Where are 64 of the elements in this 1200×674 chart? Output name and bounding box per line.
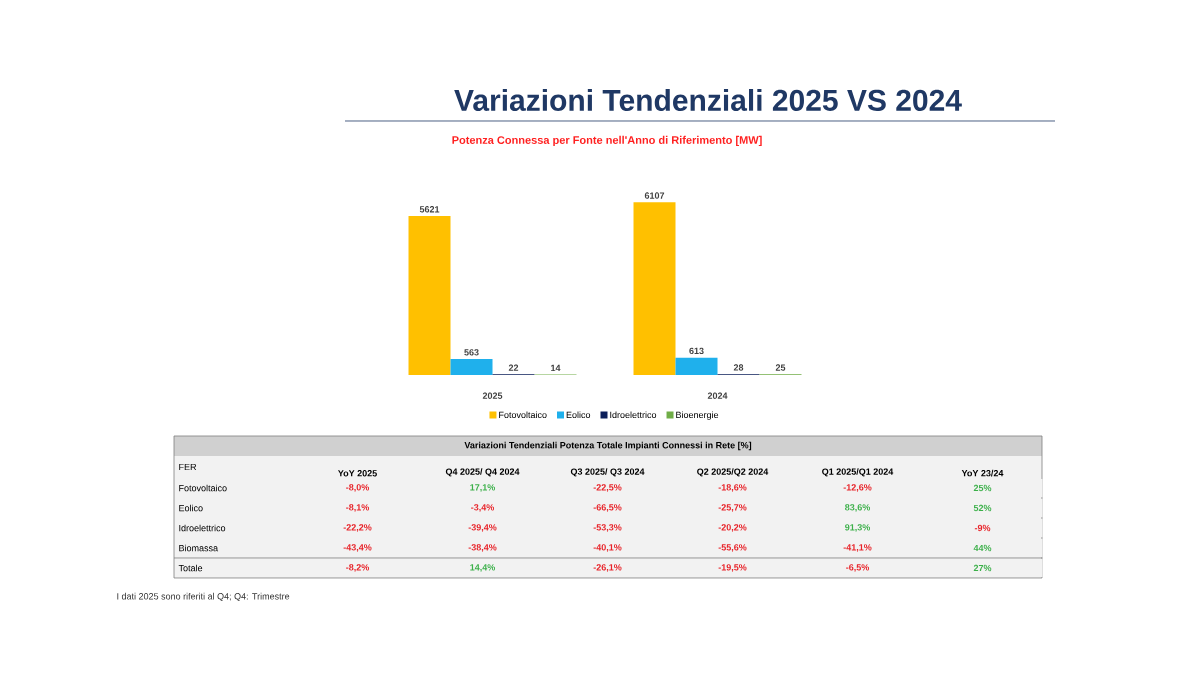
- data-label: 27%: [973, 564, 992, 572]
- data-label: 83,6%: [845, 504, 871, 512]
- legend-label: Fotovoltaico: [499, 411, 547, 419]
- data-label: -41,1%: [843, 544, 872, 552]
- data-label: -66,5%: [593, 504, 622, 512]
- data-label: -20,2%: [718, 524, 747, 532]
- data-label: -8,1%: [346, 504, 370, 512]
- x-tick-label: 2025: [482, 392, 503, 399]
- data-label: 17,1%: [470, 484, 496, 492]
- data-label: 91,3%: [845, 524, 871, 532]
- data-label: -26,1%: [593, 564, 622, 572]
- data-label: -8,0%: [346, 484, 370, 492]
- chart-title: Variazioni Tendenziali 2025 VS 2024: [454, 88, 962, 112]
- data-label: 5621: [419, 206, 440, 213]
- data-label: -19,5%: [718, 564, 747, 572]
- data-label: 52%: [973, 504, 992, 512]
- y-tick-label: Fotovoltaico: [179, 484, 227, 492]
- y-axis-title: FER: [179, 463, 197, 471]
- data-label: -12,6%: [843, 484, 872, 492]
- bar: [675, 357, 718, 375]
- data-label: -9%: [974, 524, 991, 532]
- data-label: -25,7%: [718, 504, 747, 512]
- x-tick-label: YoY 23/24: [961, 469, 1004, 477]
- text: I dati 2025 sono riferiti al Q4; Q4: Trimestre: [117, 592, 290, 602]
- x-tick-label: Q4 2025/ Q4 2024: [445, 468, 520, 477]
- data-label: -22,5%: [593, 484, 622, 492]
- data-label: -6,5%: [846, 564, 870, 572]
- data-label: -18,6%: [718, 484, 747, 492]
- data-label: 22: [508, 364, 519, 371]
- y-tick-label: Totale: [178, 564, 203, 572]
- data-label: 14: [551, 364, 561, 372]
- data-label: 14,4%: [470, 564, 496, 572]
- legend-label: Idroelettrico: [610, 411, 657, 419]
- data-label: 28: [733, 364, 744, 371]
- bar: [633, 202, 676, 375]
- data-label: -43,4%: [343, 544, 372, 552]
- legend-label: Bioenergie: [676, 411, 719, 420]
- x-tick-label: Q1 2025/Q1 2024: [822, 468, 894, 477]
- x-tick-label: 2024: [707, 392, 728, 399]
- chart-subtitle: Potenza Connessa per Fonte nell'Anno di Riferimento [MW]: [452, 135, 762, 147]
- bar: [408, 216, 451, 375]
- data-label: -39,4%: [468, 524, 497, 532]
- data-label: -22,2%: [343, 524, 372, 532]
- data-label: -53,3%: [593, 524, 622, 532]
- bar: [450, 359, 493, 375]
- data-label: 563: [464, 349, 479, 356]
- legend-label: Eolico: [566, 411, 591, 419]
- data-label: 25%: [973, 484, 992, 492]
- data-label: 44%: [973, 544, 992, 552]
- data-label: 25: [775, 364, 786, 371]
- data-label: -40,1%: [593, 544, 622, 552]
- data-label: -55,6%: [718, 544, 747, 552]
- y-tick-label: Eolico: [179, 504, 203, 512]
- data-label: 6107: [644, 192, 665, 199]
- data-label: -3,4%: [471, 504, 495, 512]
- x-tick-label: Q2 2025/Q2 2024: [697, 468, 769, 477]
- y-tick-label: Biomassa: [179, 544, 219, 552]
- x-tick-label: YoY 2025: [337, 470, 377, 477]
- y-tick-label: Idroelettrico: [179, 524, 226, 532]
- data-label: -8,2%: [346, 564, 370, 572]
- data-label: -38,4%: [468, 544, 497, 552]
- chart-title: Variazioni Tendenziali Potenza Totale Impianti Connessi in Rete [%]: [464, 441, 752, 451]
- data-label: 613: [689, 347, 704, 355]
- x-tick-label: Q3 2025/ Q3 2024: [570, 468, 645, 477]
